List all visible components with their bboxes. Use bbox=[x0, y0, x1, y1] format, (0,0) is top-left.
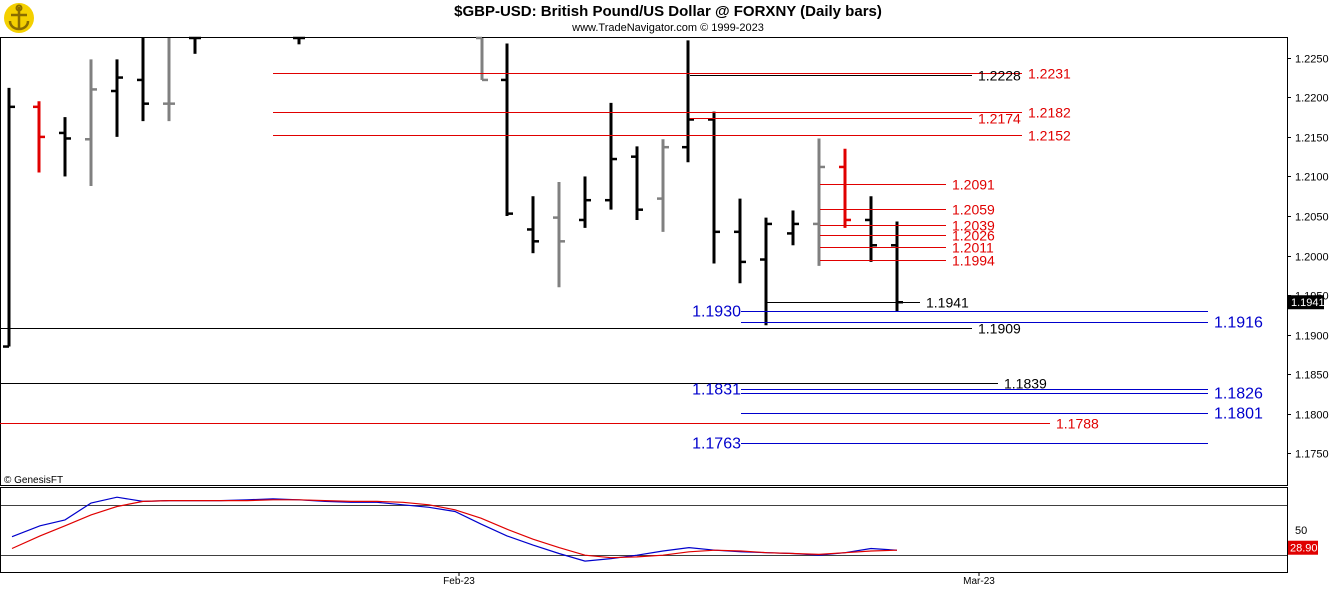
price-bars-layer bbox=[3, 36, 903, 348]
level-label: 1.1930 bbox=[692, 304, 741, 321]
ohlc-bar bbox=[111, 59, 123, 137]
y-tick-label: 1.2100 bbox=[1295, 172, 1329, 184]
level-label: 1.2152 bbox=[1028, 128, 1071, 144]
price-levels-layer: 1.2231 1.2228 1.2182 1.2174 1.2152 1.2091 1.20… bbox=[0, 66, 1263, 453]
indicator-value-marker bbox=[1288, 540, 1318, 555]
date-axis: Feb-23 Mar-23 bbox=[443, 572, 995, 587]
x-tick-label: Feb-23 bbox=[443, 576, 475, 587]
ohlc-bar bbox=[501, 43, 513, 217]
ohlc-bar bbox=[527, 196, 539, 254]
ohlc-bar bbox=[631, 146, 643, 220]
price-level: 1.2228 bbox=[690, 68, 1021, 84]
level-label: 1.1763 bbox=[692, 436, 741, 453]
level-label: 1.2039 bbox=[952, 218, 995, 234]
trade-navigator-logo bbox=[2, 1, 36, 35]
chart-subtitle: www.TradeNavigator.com © 1999-2023 bbox=[572, 22, 764, 34]
ohlc-bar bbox=[163, 38, 175, 122]
price-level: 1.1916 bbox=[741, 315, 1263, 332]
indicator-panel bbox=[0, 487, 1288, 573]
level-label: 1.2026 bbox=[952, 228, 995, 244]
indicator-line bbox=[11, 499, 898, 559]
price-level: 1.2174 bbox=[690, 111, 1021, 127]
ohlc-bar bbox=[33, 101, 45, 173]
level-label: 1.1994 bbox=[952, 253, 995, 269]
y-tick-label: 1.2250 bbox=[1295, 54, 1329, 66]
price-level: 1.1994 bbox=[820, 253, 995, 269]
y-tick-label: 1.2050 bbox=[1295, 212, 1329, 224]
price-level: 1.1941 bbox=[767, 295, 969, 311]
price-level: 1.2091 bbox=[820, 177, 995, 193]
price-level: 1.2182 bbox=[273, 105, 1071, 121]
ohlc-bar bbox=[137, 38, 149, 122]
price-level: 1.2152 bbox=[273, 128, 1071, 144]
price-level: 1.2039 bbox=[820, 218, 995, 234]
level-label: 1.1909 bbox=[978, 321, 1021, 337]
level-label: 1.2091 bbox=[952, 177, 995, 193]
level-label: 1.1839 bbox=[1004, 376, 1047, 392]
ohlc-bar bbox=[293, 36, 305, 45]
chart-header: $GBP-USD: British Pound/US Dollar @ FORX… bbox=[0, 0, 1336, 38]
level-label: 1.1916 bbox=[1214, 315, 1263, 332]
price-level: 1.1909 bbox=[0, 321, 1021, 337]
chart-title: $GBP-USD: British Pound/US Dollar @ FORX… bbox=[454, 3, 882, 20]
price-level: 1.2026 bbox=[820, 228, 995, 244]
price-axis: 1.17501.18001.18501.19001.19501.20001.20… bbox=[1287, 54, 1329, 461]
price-level: 1.1839 bbox=[0, 376, 1047, 392]
price-level: 1.2011 bbox=[820, 240, 994, 256]
ohlc-bar bbox=[189, 36, 201, 54]
level-label: 1.2059 bbox=[952, 202, 995, 218]
last-price-marker bbox=[1288, 295, 1324, 310]
ohlc-bar bbox=[85, 59, 97, 186]
ohlc-bar bbox=[734, 198, 746, 284]
stochastic-indicator-layer: 50 28.90 bbox=[0, 496, 1318, 562]
x-tick-label: Mar-23 bbox=[963, 576, 995, 587]
price-level: 1.2059 bbox=[820, 202, 995, 218]
y-tick-label: 1.1900 bbox=[1295, 331, 1329, 343]
ohlc-bar bbox=[865, 196, 877, 262]
ohlc-bar bbox=[553, 181, 565, 288]
price-level: 1.1831 bbox=[692, 382, 1208, 399]
ohlc-bar bbox=[605, 102, 617, 210]
last-price-label: 1.1941 bbox=[1291, 297, 1325, 309]
level-label: 1.2182 bbox=[1028, 105, 1071, 121]
ohlc-bar bbox=[787, 210, 799, 246]
level-label: 1.1801 bbox=[1214, 406, 1263, 423]
price-level: 1.1826 bbox=[741, 386, 1263, 403]
y-tick-label: 1.1850 bbox=[1295, 370, 1329, 382]
y-tick-label: 1.2200 bbox=[1295, 93, 1329, 105]
y-tick-label: 1.2000 bbox=[1295, 252, 1329, 264]
ohlc-bar bbox=[657, 139, 669, 232]
indicator-tick-label: 50 bbox=[1295, 525, 1307, 537]
y-tick-label: 1.1800 bbox=[1295, 410, 1329, 422]
level-label: 1.1831 bbox=[692, 382, 741, 399]
ohlc-bar bbox=[760, 217, 772, 326]
level-label: 1.2228 bbox=[978, 68, 1021, 84]
price-level: 1.1930 bbox=[692, 304, 1208, 321]
ohlc-bar bbox=[579, 176, 591, 228]
y-tick-label: 1.2150 bbox=[1295, 133, 1329, 145]
ohlc-bar bbox=[682, 40, 694, 163]
ohlc-bar bbox=[3, 87, 15, 348]
level-label: 1.2174 bbox=[978, 111, 1021, 127]
ohlc-bar bbox=[476, 36, 488, 82]
ohlc-bar bbox=[708, 111, 720, 264]
price-level: 1.1788 bbox=[0, 416, 1099, 432]
level-label: 1.1788 bbox=[1056, 416, 1099, 432]
ohlc-bar bbox=[839, 148, 851, 228]
copyright-label: © GenesisFT bbox=[4, 475, 63, 486]
price-level: 1.2231 bbox=[273, 66, 1071, 82]
indicator-value-label: 28.90 bbox=[1290, 543, 1318, 555]
ohlc-bar bbox=[59, 117, 71, 177]
y-tick-label: 1.1750 bbox=[1295, 449, 1329, 461]
ohlc-bar bbox=[813, 138, 825, 266]
price-level: 1.1763 bbox=[692, 436, 1208, 453]
level-label: 1.1826 bbox=[1214, 386, 1263, 403]
level-label: 1.2231 bbox=[1028, 66, 1071, 82]
level-label: 1.2011 bbox=[952, 240, 994, 256]
price-level: 1.1801 bbox=[741, 406, 1263, 423]
level-label: 1.1941 bbox=[926, 295, 969, 311]
